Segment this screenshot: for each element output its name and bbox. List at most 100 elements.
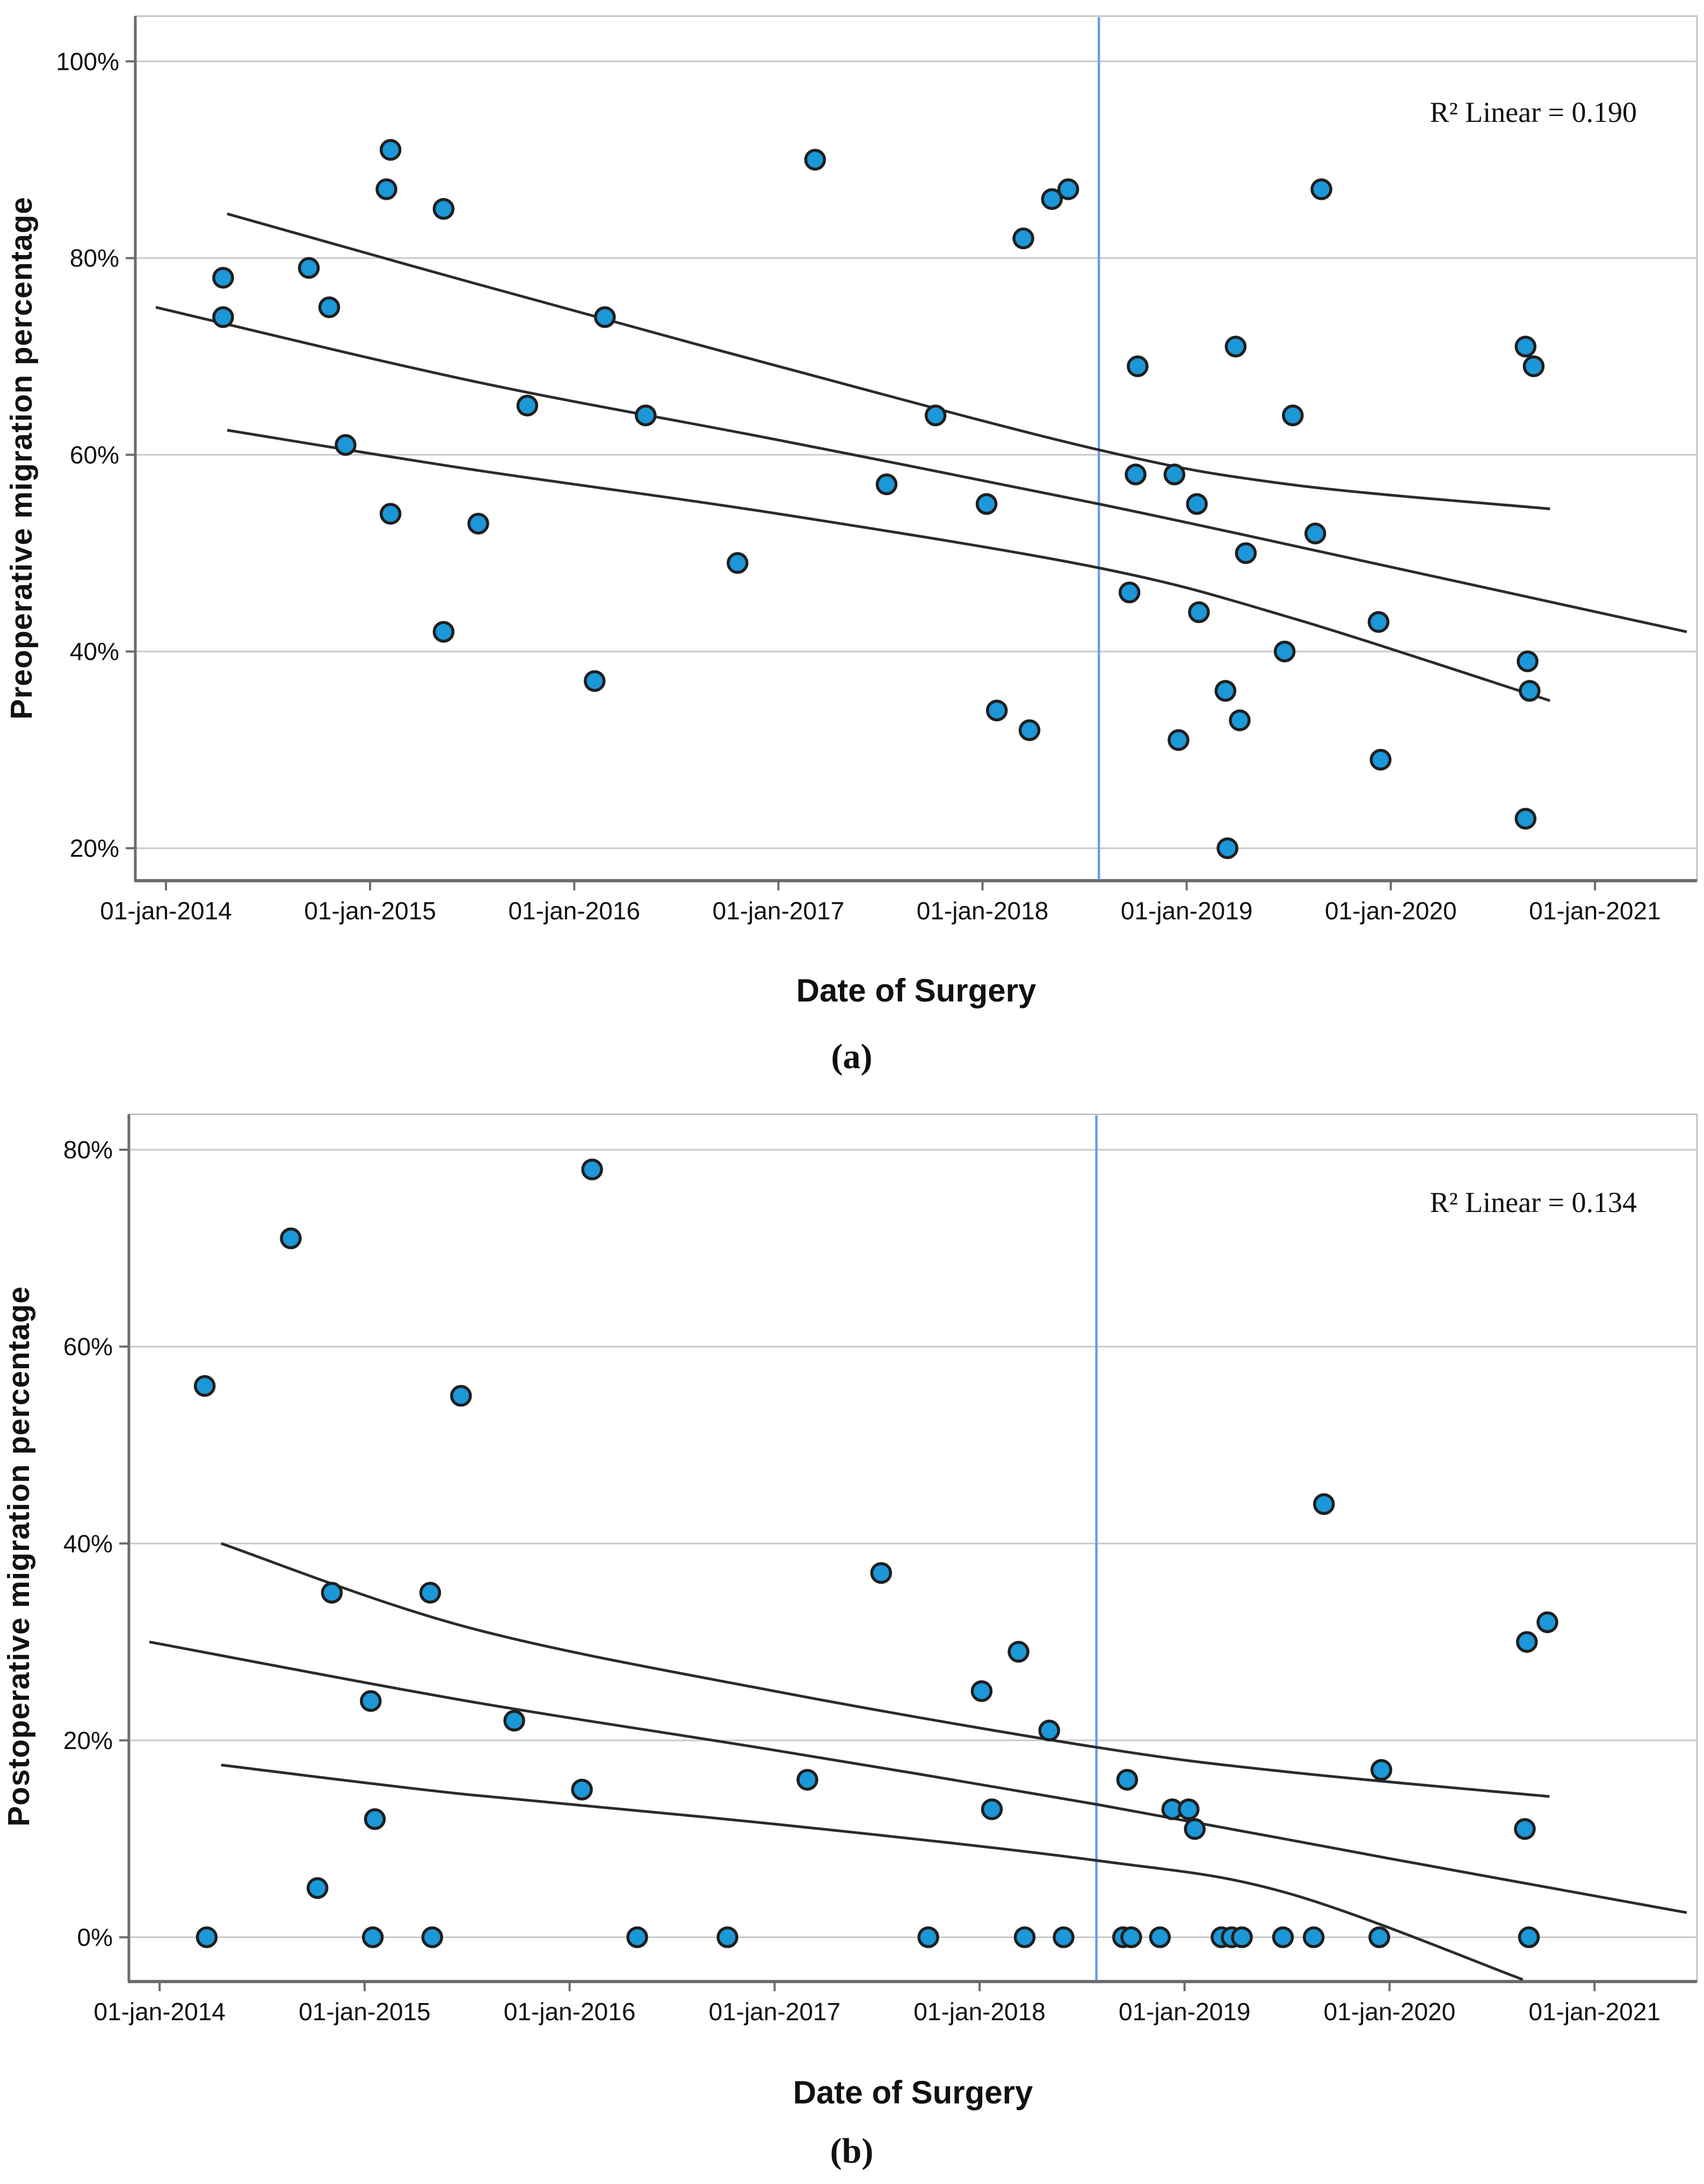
data-point-a [318, 296, 340, 318]
r-squared-annotation-a: R² Linear = 0.190 [1430, 96, 1637, 128]
data-point-a [1057, 178, 1079, 200]
data-point-a [432, 198, 455, 220]
y-tick-label-b: 0% [77, 1924, 113, 1951]
y-tick-label-b: 20% [63, 1726, 113, 1754]
data-point-a [212, 266, 234, 289]
data-point-b [360, 1690, 382, 1712]
data-point-a [1304, 523, 1326, 545]
x-tick-label-b: 01-jan-2019 [1119, 1998, 1251, 2026]
data-point-b [450, 1385, 472, 1407]
data-point-b [195, 1926, 218, 1948]
data-point-a [1188, 601, 1210, 623]
data-point-b [280, 1227, 302, 1250]
data-point-b [361, 1926, 384, 1948]
data-point-a [1369, 749, 1392, 771]
data-point-a [975, 493, 998, 515]
x-tick-label-b: 01-jan-2021 [1528, 1998, 1661, 2026]
data-point-a [516, 395, 539, 417]
x-tick-label-b: 01-jan-2020 [1324, 1998, 1456, 2026]
data-point-b [870, 1562, 893, 1584]
data-point-b [1231, 1926, 1253, 1948]
x-tick-label-a: 01-jan-2017 [713, 897, 845, 925]
data-point-b [321, 1581, 343, 1604]
data-point-a [1367, 611, 1390, 633]
data-point-b [1302, 1926, 1325, 1948]
data-point-b [1514, 1818, 1536, 1840]
data-point-b [1013, 1926, 1036, 1948]
data-point-b [1038, 1719, 1061, 1742]
fit-line-fit-b [149, 1641, 1687, 1914]
data-point-a [1168, 729, 1190, 751]
y-axis-title-a: Preoperative migration percentage [4, 197, 39, 720]
y-tick-label-a: 100% [56, 47, 119, 75]
data-point-b [1518, 1926, 1540, 1948]
data-point-a [875, 473, 898, 496]
x-tick-label-b: 01-jan-2017 [709, 1998, 841, 2026]
data-point-a [1216, 837, 1238, 859]
x-tick-label-a: 01-jan-2020 [1325, 897, 1457, 925]
data-point-a [1517, 650, 1539, 672]
data-point-a [584, 670, 606, 692]
y-tick-label-b: 40% [63, 1529, 113, 1557]
data-point-a [432, 621, 455, 643]
data-point-a [1163, 463, 1186, 485]
data-point-a [924, 404, 947, 426]
data-point-a [1127, 355, 1149, 378]
data-point-b [716, 1926, 738, 1948]
x-axis-title-b: Date of Surgery [793, 2074, 1033, 2110]
x-tick-label-b: 01-jan-2014 [93, 1998, 226, 2026]
y-tick-label-a: 20% [70, 835, 119, 862]
data-point-b [1116, 1768, 1139, 1791]
y-tick-label-b: 80% [63, 1136, 113, 1164]
data-point-b [917, 1926, 939, 1948]
x-tick-label-b: 01-jan-2016 [504, 1998, 636, 2026]
data-point-b [626, 1926, 648, 1948]
data-point-a [1514, 808, 1536, 830]
data-point-a [804, 149, 826, 171]
data-point-b [1120, 1926, 1142, 1948]
data-point-a [1273, 640, 1296, 663]
panel-caption-b: (b) [830, 2131, 874, 2171]
data-point-a [379, 139, 402, 161]
data-point-a [212, 306, 234, 328]
y-tick-label-a: 60% [70, 441, 119, 469]
data-point-a [1018, 719, 1041, 742]
data-point-b [796, 1768, 818, 1791]
fit-line-lower-ci-a [227, 429, 1551, 702]
y-tick-label-a: 40% [70, 637, 119, 665]
data-point-b [970, 1680, 993, 1702]
data-point-b [981, 1798, 1003, 1820]
fit-line-upper-ci-b [220, 1542, 1550, 1798]
data-point-b [1313, 1493, 1335, 1515]
data-point-a [1041, 188, 1063, 210]
data-point-b [1272, 1926, 1294, 1948]
data-point-a [467, 512, 489, 535]
data-point-a [1229, 709, 1251, 731]
r-squared-annotation-b: R² Linear = 0.134 [1430, 1186, 1637, 1218]
data-point-a [1186, 493, 1208, 515]
data-point-a [594, 306, 616, 328]
x-tick-label-a: 01-jan-2019 [1121, 897, 1253, 925]
x-tick-label-a: 01-jan-2016 [509, 897, 641, 925]
data-point-b [503, 1709, 525, 1732]
data-point-a [635, 404, 657, 426]
data-point-a [1118, 582, 1141, 604]
x-tick-label-a: 01-jan-2021 [1529, 897, 1661, 925]
data-point-b [419, 1581, 441, 1604]
data-point-a [1514, 336, 1536, 358]
data-point-b [1516, 1631, 1538, 1653]
x-tick-label-a: 01-jan-2015 [304, 897, 436, 925]
data-point-a [1519, 680, 1541, 702]
data-point-b [571, 1779, 593, 1801]
data-point-a [727, 552, 749, 574]
y-tick-label-b: 60% [63, 1333, 113, 1361]
x-tick-label-b: 01-jan-2015 [299, 1998, 431, 2026]
data-point-b [1370, 1759, 1393, 1781]
data-point-b [1053, 1926, 1075, 1948]
fit-line-upper-ci-a [227, 212, 1550, 511]
data-point-a [1235, 542, 1257, 564]
data-point-a [1012, 227, 1034, 250]
fit-line-lower-ci-b [221, 1764, 1524, 1981]
